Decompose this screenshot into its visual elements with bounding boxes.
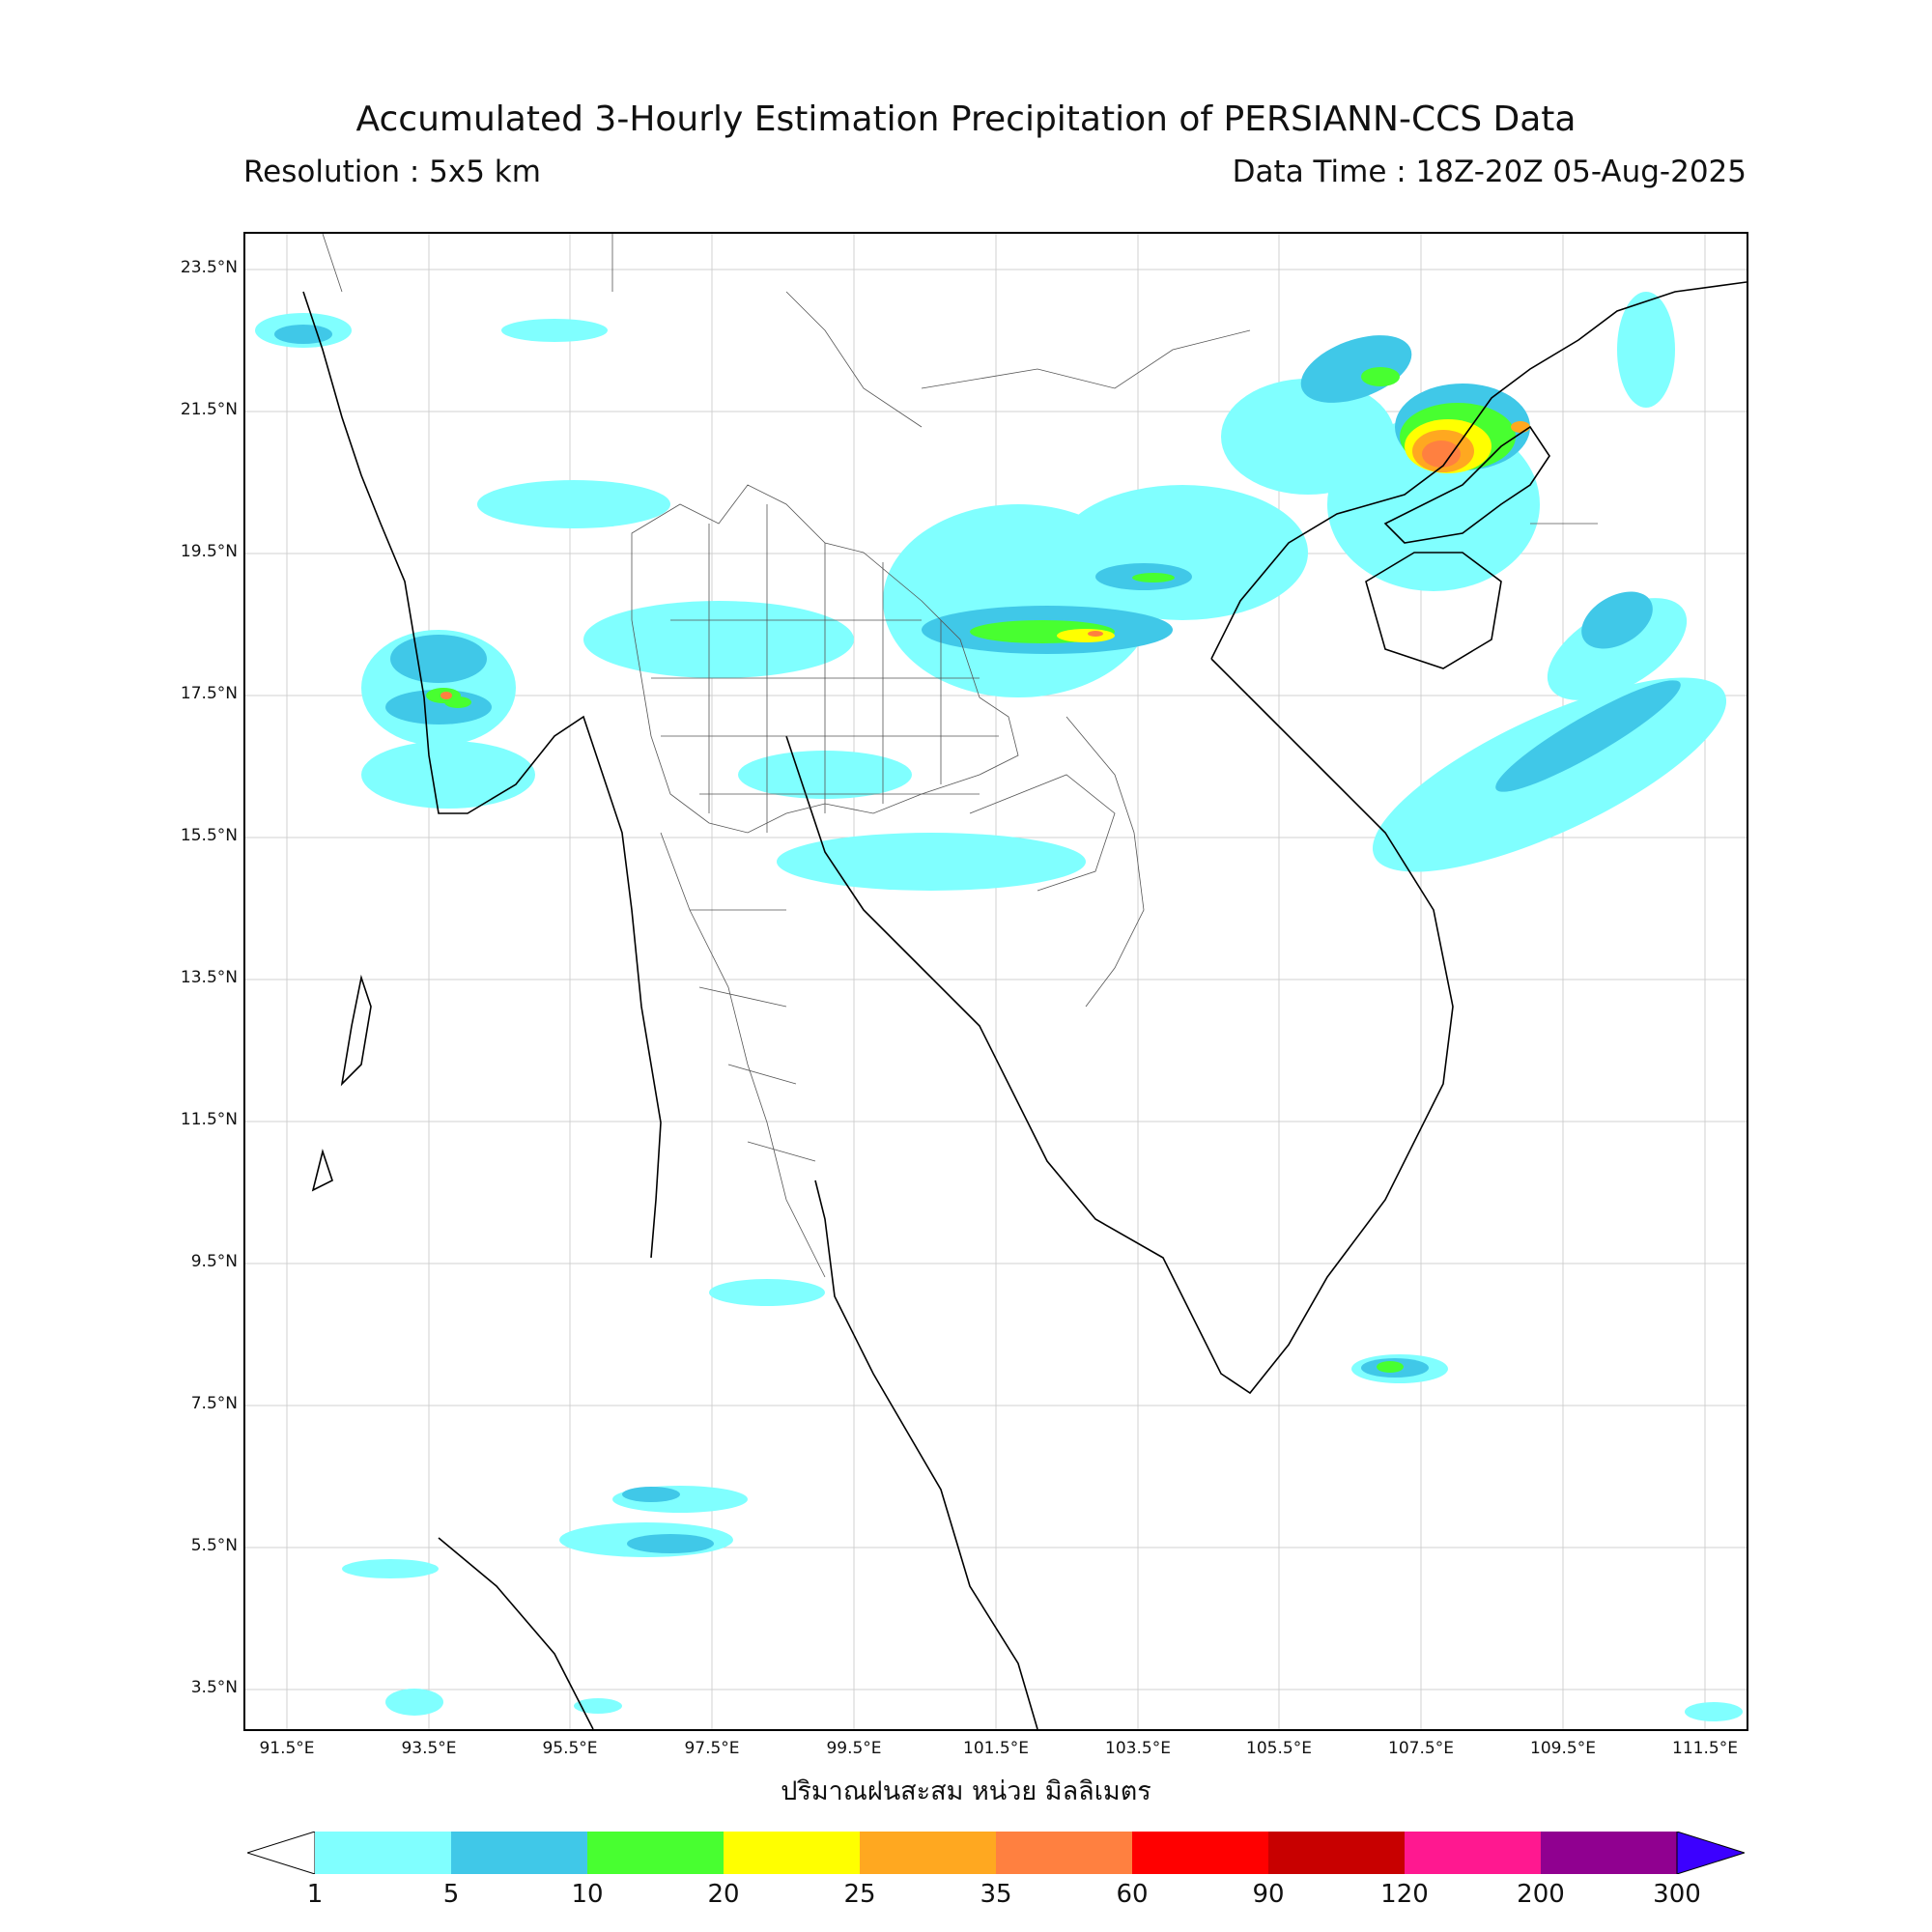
lon-label: 91.5°E xyxy=(259,1739,315,1758)
data-time-text: Data Time : 18Z-20Z 05-Aug-2025 xyxy=(1232,155,1747,189)
lon-label: 107.5°E xyxy=(1388,1739,1454,1758)
colorbar-level-label: 20 xyxy=(707,1880,740,1909)
colorbar-segment xyxy=(1541,1832,1677,1874)
map-title: Accumulated 3-Hourly Estimation Precipit… xyxy=(355,99,1577,139)
lon-label: 109.5°E xyxy=(1530,1739,1596,1758)
colorbar-segments xyxy=(315,1832,1677,1874)
colorbar-segment xyxy=(1405,1832,1541,1874)
colorbar-level-label: 5 xyxy=(442,1880,460,1909)
lon-label: 99.5°E xyxy=(826,1739,882,1758)
lat-label: 17.5°N xyxy=(180,684,238,703)
colorbar-level-label: 35 xyxy=(980,1880,1012,1909)
lat-label: 3.5°N xyxy=(190,1678,238,1697)
colorbar-caption: ปริมาณฝนสะสม หน่วย มิลลิเมตร xyxy=(781,1776,1151,1806)
colorbar-segment xyxy=(1268,1832,1405,1874)
precip-1-5mm xyxy=(255,292,1743,1721)
colorbar-level-label: 1 xyxy=(306,1880,324,1909)
lon-label: 105.5°E xyxy=(1246,1739,1312,1758)
colorbar-min-arrow xyxy=(247,1832,316,1874)
coastlines xyxy=(302,281,1747,1729)
lat-label: 5.5°N xyxy=(190,1536,238,1555)
map-canvas xyxy=(245,234,1747,1729)
lat-label: 21.5°N xyxy=(180,400,238,419)
lat-label: 11.5°N xyxy=(180,1110,238,1129)
lon-label: 95.5°E xyxy=(542,1739,598,1758)
resolution-text: Resolution : 5x5 km xyxy=(243,155,541,189)
colorbar-level-label: 300 xyxy=(1653,1880,1701,1909)
colorbar-segment xyxy=(860,1832,996,1874)
colorbar-level-label: 200 xyxy=(1517,1880,1565,1909)
lon-label: 93.5°E xyxy=(401,1739,457,1758)
lat-label: 19.5°N xyxy=(180,542,238,561)
lon-label: 101.5°E xyxy=(963,1739,1029,1758)
colorbar-level-label: 10 xyxy=(571,1880,604,1909)
colorbar-max-arrow xyxy=(1676,1832,1745,1874)
precip-35-60mm xyxy=(440,440,1461,699)
lat-label: 23.5°N xyxy=(180,258,238,277)
precipitation-map xyxy=(243,232,1748,1731)
lat-label: 15.5°N xyxy=(180,826,238,845)
lon-label: 111.5°E xyxy=(1672,1739,1738,1758)
precip-5-10mm xyxy=(274,325,1681,1553)
lat-label: 7.5°N xyxy=(190,1394,238,1413)
lon-label: 103.5°E xyxy=(1105,1739,1171,1758)
colorbar-level-label: 60 xyxy=(1116,1880,1149,1909)
colorbar xyxy=(247,1832,1745,1874)
colorbar-segment xyxy=(451,1832,587,1874)
colorbar-segment xyxy=(724,1832,860,1874)
colorbar-level-label: 90 xyxy=(1252,1880,1285,1909)
colorbar-segment xyxy=(996,1832,1132,1874)
province-boundaries xyxy=(322,234,1598,1278)
colorbar-segment xyxy=(315,1832,451,1874)
colorbar-level-label: 25 xyxy=(843,1880,876,1909)
lat-label: 9.5°N xyxy=(190,1252,238,1271)
colorbar-level-label: 120 xyxy=(1380,1880,1429,1909)
colorbar-segment xyxy=(1132,1832,1268,1874)
lat-label: 13.5°N xyxy=(180,968,238,987)
lon-label: 97.5°E xyxy=(684,1739,740,1758)
colorbar-segment xyxy=(587,1832,724,1874)
